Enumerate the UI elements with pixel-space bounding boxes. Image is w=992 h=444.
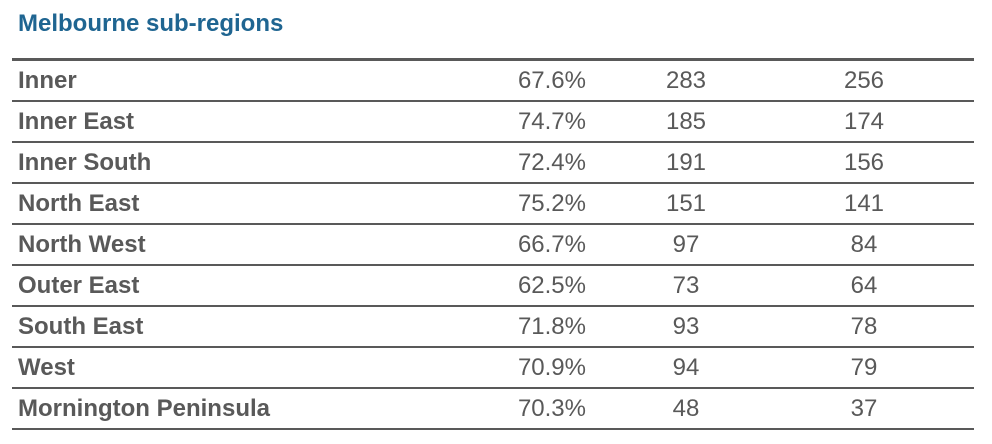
table-row: West 70.9% 94 79 (12, 348, 974, 389)
count-value-1: 93 (672, 313, 700, 340)
count-value-2: 37 (850, 395, 878, 422)
percentage-value: 67.6% (517, 67, 586, 94)
count-value-2: 84 (850, 231, 878, 258)
table-row: Mornington Peninsula 70.3% 48 37 (12, 389, 974, 430)
percentage-value: 74.7% (517, 108, 586, 135)
count-value-1: 191 (665, 149, 707, 176)
count-value-1: 151 (665, 190, 707, 217)
table-row: Inner East 74.7% 185 174 (12, 102, 974, 143)
table-title: Melbourne sub-regions (18, 10, 284, 37)
table-row: North West 66.7% 97 84 (12, 225, 974, 266)
percentage-value: 75.2% (517, 190, 586, 217)
count-value-1: 48 (672, 395, 700, 422)
count-value-2: 79 (850, 354, 878, 381)
count-value-1: 73 (672, 272, 700, 299)
percentage-value: 71.8% (517, 313, 586, 340)
region-name: South East (18, 313, 144, 340)
count-value-1: 185 (665, 108, 707, 135)
sub-region-table: Inner 67.6% 283 256 Inner East 74.7% 185… (12, 58, 974, 430)
table-row: Inner 67.6% 283 256 (12, 61, 974, 102)
percentage-value: 70.9% (517, 354, 586, 381)
count-value-2: 174 (843, 108, 885, 135)
count-value-2: 141 (843, 190, 885, 217)
count-value-2: 156 (843, 149, 885, 176)
region-name: Inner (18, 67, 77, 94)
count-value-2: 64 (850, 272, 878, 299)
table-row: South East 71.8% 93 78 (12, 307, 974, 348)
percentage-value: 72.4% (517, 149, 586, 176)
count-value-1: 283 (665, 67, 707, 94)
table-row: North East 75.2% 151 141 (12, 184, 974, 225)
percentage-value: 70.3% (517, 395, 586, 422)
percentage-value: 62.5% (517, 272, 586, 299)
count-value-1: 97 (672, 231, 700, 258)
region-name: Inner East (18, 108, 135, 135)
region-name: North East (18, 190, 140, 217)
region-name: Mornington Peninsula (18, 395, 270, 422)
table-row: Inner South 72.4% 191 156 (12, 143, 974, 184)
region-name: Inner South (18, 149, 152, 176)
percentage-value: 66.7% (517, 231, 586, 258)
count-value-2: 256 (843, 67, 885, 94)
count-value-2: 78 (850, 313, 878, 340)
count-value-1: 94 (672, 354, 700, 381)
region-name: North West (18, 231, 146, 258)
table-row: Outer East 62.5% 73 64 (12, 266, 974, 307)
region-name: West (18, 354, 75, 381)
region-name: Outer East (18, 272, 140, 299)
